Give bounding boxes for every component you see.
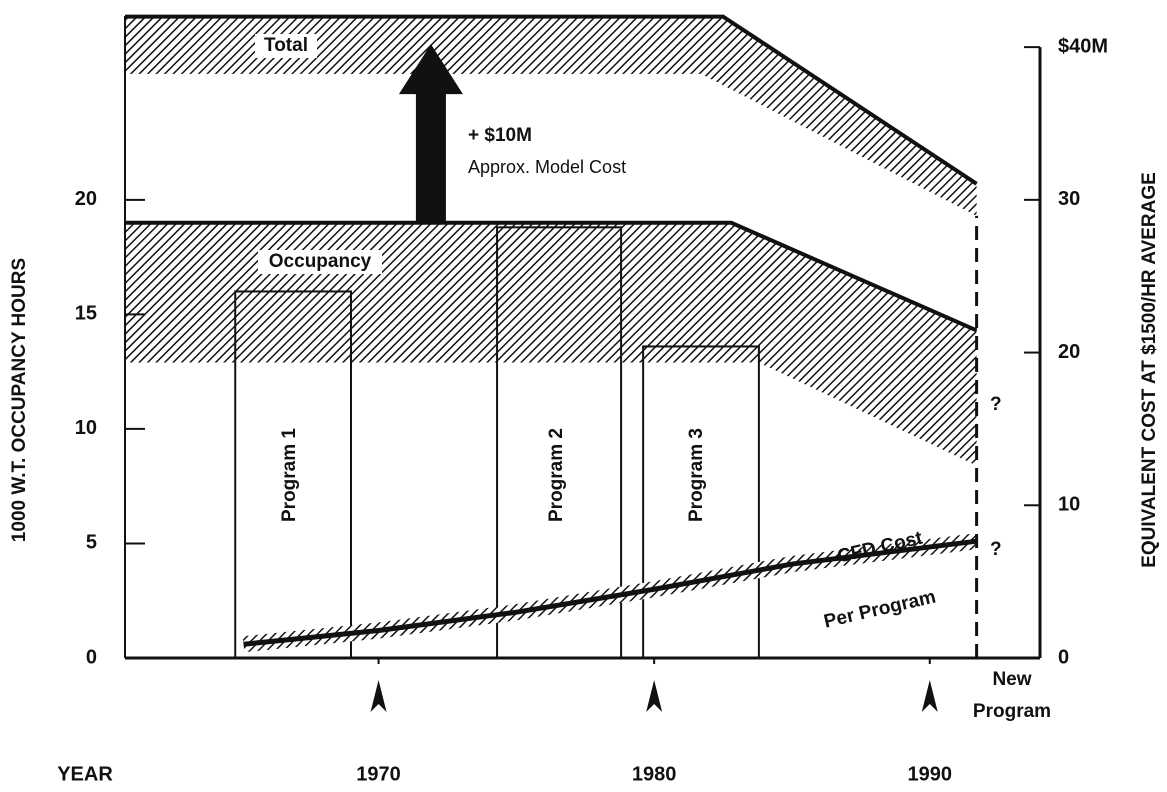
annotation: Approx. Model Cost — [468, 157, 626, 177]
series-line — [243, 538, 977, 647]
x-tick-label: 1970 — [356, 763, 401, 785]
band-area — [125, 16, 977, 216]
band-label: Total — [264, 35, 308, 56]
x-axis-label: YEAR — [57, 763, 113, 785]
question-mark: ? — [990, 539, 1002, 560]
y-tick-label: 5 — [86, 532, 97, 554]
y2-tick-label: 20 — [1058, 341, 1080, 363]
y2-axis-label: EQUIVALENT COST AT $1500/HR AVERAGE — [1139, 172, 1160, 568]
series-note: Per Program — [822, 586, 938, 632]
annotation: + $10M — [468, 125, 532, 146]
y-tick-label: 0 — [86, 646, 97, 668]
milestone-arrow — [646, 680, 663, 712]
milestone-arrow — [370, 680, 387, 712]
label-box — [255, 34, 317, 58]
milestone-arrow — [921, 680, 938, 712]
program-label: Program 2 — [546, 428, 567, 522]
band-label: Occupancy — [269, 251, 372, 272]
y2-tick-label: 10 — [1058, 494, 1080, 516]
series-label: CFD Cost — [835, 527, 925, 567]
y-tick-label: 20 — [75, 188, 97, 210]
band-area — [125, 222, 977, 466]
new-program-label: Program — [973, 701, 1051, 722]
y-tick-label: 10 — [75, 417, 97, 439]
label-box — [258, 250, 382, 274]
model-cost-arrow — [398, 44, 463, 223]
y2-tick-label: $40M — [1058, 35, 1108, 57]
y-axis-label: 1000 W.T. OCCUPANCY HOURS — [9, 258, 30, 542]
x-tick-label: 1980 — [632, 763, 677, 785]
y2-tick-label: 0 — [1058, 646, 1069, 668]
question-mark: ? — [990, 394, 1002, 415]
program-label: Program 3 — [686, 428, 707, 522]
y-tick-label: 15 — [75, 303, 97, 325]
y2-tick-label: 30 — [1058, 188, 1080, 210]
band-upper-edge — [125, 220, 978, 333]
new-program-label: New — [992, 669, 1031, 690]
program-label: Program 1 — [279, 428, 300, 522]
band-upper-edge — [125, 14, 978, 186]
x-tick-label: 1990 — [908, 763, 953, 785]
